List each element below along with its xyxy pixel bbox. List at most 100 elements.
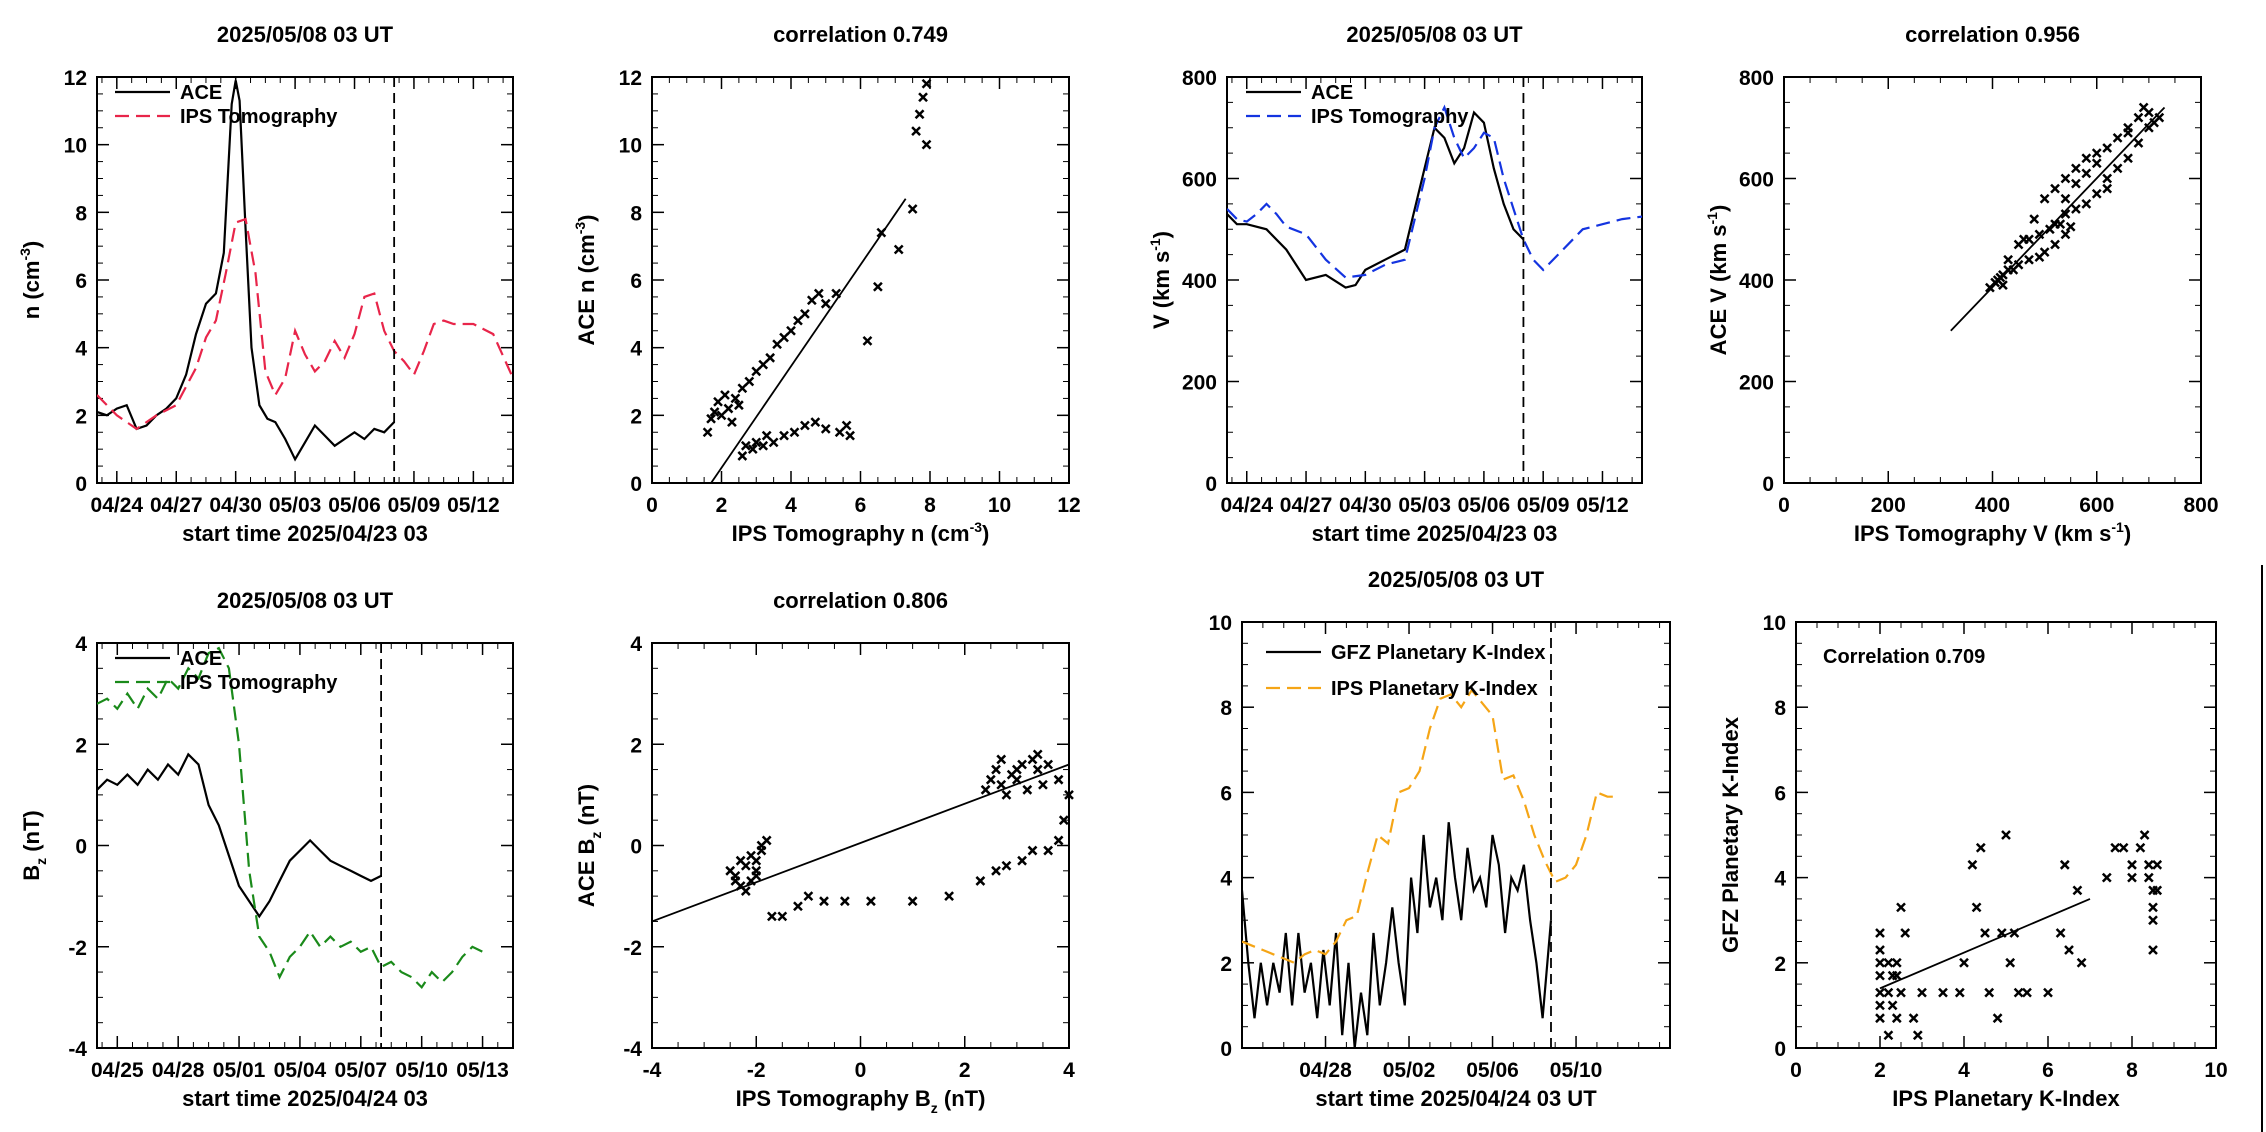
- point-stroke: [1938, 987, 1948, 998]
- x-axis-label: start time 2025/04/23 03: [182, 521, 428, 546]
- y-tick-label: 0: [75, 473, 87, 496]
- scatter-point: [779, 430, 789, 441]
- scatter-point: [1017, 855, 1027, 866]
- y-tick-label: 2: [630, 734, 642, 757]
- x-axis-label: start time 2025/04/24 03: [182, 1086, 428, 1111]
- point-stroke: [1975, 842, 1986, 853]
- y-tick-label: 0: [1762, 473, 1774, 496]
- scatter-point: [2001, 830, 2011, 840]
- scatter-point: [1900, 928, 1911, 938]
- scatter-point: [985, 774, 996, 785]
- scatter-point: [793, 901, 803, 912]
- point-stroke: [1875, 970, 1885, 981]
- chart-panel-4: 0 200 400 600 800 0 200 400 600 800 correlation 0.…: [1704, 22, 2219, 546]
- point-stroke: [2060, 193, 2071, 204]
- scatter-point: [767, 911, 777, 922]
- point-stroke: [810, 417, 821, 427]
- y-axis-label-end: ): [19, 241, 44, 248]
- x-tick-label: 05/04: [274, 1059, 327, 1082]
- point-stroke: [2060, 173, 2071, 184]
- y-axis-label-superscript: -3: [17, 248, 33, 261]
- point-stroke: [2091, 158, 2102, 169]
- x-tick-label: 10: [988, 494, 1011, 517]
- point-stroke: [1891, 970, 1902, 981]
- scatter-point: [1875, 1013, 1885, 1024]
- scatter-point: [2102, 173, 2113, 184]
- scatter-point: [975, 876, 986, 886]
- y-tick-label: 4: [1220, 868, 1232, 891]
- scatter-point: [733, 400, 744, 411]
- y-tick-label: -2: [68, 937, 87, 960]
- x-tick-label: 05/01: [213, 1059, 266, 1082]
- scatter-point: [2143, 872, 2154, 883]
- scatter-point: [761, 430, 772, 441]
- scatter-point: [2152, 859, 2163, 870]
- point-stroke: [907, 204, 918, 214]
- point-stroke: [841, 420, 852, 431]
- series-line-2: [97, 646, 484, 990]
- x-tick-label: 05/10: [395, 1059, 448, 1082]
- scatter-point: [803, 891, 814, 902]
- y-axis-label: GFZ Planetary K-Index: [1718, 716, 1743, 953]
- point-stroke: [789, 427, 800, 438]
- point-stroke: [2133, 138, 2144, 148]
- x-axis-label-superscript: -3: [970, 519, 983, 535]
- x-tick-label: 05/13: [456, 1059, 509, 1082]
- scatter-point: [1043, 845, 1054, 856]
- point-stroke: [819, 896, 829, 907]
- scatter-point: [2005, 957, 2016, 968]
- point-stroke: [740, 886, 751, 896]
- point-stroke: [2050, 183, 2060, 194]
- scatter-point: [2022, 987, 2032, 998]
- y-tick-label: 8: [75, 202, 87, 225]
- scatter-point: [2071, 204, 2081, 214]
- y-axis-label-end: (nT): [574, 784, 599, 832]
- point-stroke: [800, 308, 810, 319]
- x-tick-label: 04/27: [150, 494, 203, 517]
- point-stroke: [2039, 193, 2050, 204]
- x-tick-label: 6: [2042, 1059, 2054, 1082]
- y-tick-label: 0: [630, 836, 642, 859]
- y-axis-label-superscript: -1: [1147, 238, 1163, 251]
- scatter-point: [1912, 1030, 1923, 1041]
- y-tick-label: 600: [1182, 169, 1217, 192]
- x-tick-label: 05/07: [335, 1059, 388, 1082]
- point-stroke: [2143, 859, 2154, 870]
- scatter-point: [1998, 280, 2008, 290]
- scatter-point: [872, 281, 883, 292]
- scatter-point: [2148, 915, 2158, 926]
- point-stroke: [2081, 153, 2092, 164]
- x-tick-label: 05/09: [1517, 494, 1570, 517]
- scatter-point: [1875, 957, 1885, 968]
- scatter-point: [747, 444, 758, 455]
- y-tick-label: 4: [75, 633, 87, 656]
- x-axis-label-text: start time 2025/04/23 03: [1312, 521, 1558, 546]
- scatter-point: [1032, 764, 1043, 775]
- y-axis-label-text: V (km s: [1149, 251, 1174, 329]
- y-tick-label: 4: [75, 338, 87, 361]
- point-stroke: [2139, 830, 2150, 840]
- x-axis-label: start time 2025/04/24 03 UT: [1315, 1086, 1597, 1111]
- point-stroke: [803, 891, 814, 902]
- point-stroke: [1875, 987, 1885, 998]
- x-tick-label: 6: [855, 494, 867, 517]
- point-stroke: [713, 396, 723, 407]
- scatter-point: [2143, 859, 2154, 870]
- y-tick-label: 0: [630, 473, 642, 496]
- point-stroke: [2152, 859, 2163, 870]
- point-stroke: [2148, 915, 2158, 926]
- scatter-point: [2101, 872, 2112, 883]
- scatter-point: [779, 332, 789, 343]
- scatter-point: [2064, 945, 2074, 955]
- scatter-point: [1938, 987, 1948, 998]
- scatter-point: [2060, 209, 2071, 219]
- series-line-2: [1227, 104, 1642, 279]
- point-stroke: [800, 420, 810, 431]
- x-tick-label: 04/28: [152, 1059, 205, 1082]
- scatter-point: [2071, 163, 2081, 174]
- point-stroke: [1891, 1013, 1902, 1024]
- point-stroke: [2034, 229, 2045, 240]
- point-stroke: [725, 865, 736, 876]
- scatter-point: [2152, 885, 2163, 896]
- point-stroke: [907, 896, 918, 907]
